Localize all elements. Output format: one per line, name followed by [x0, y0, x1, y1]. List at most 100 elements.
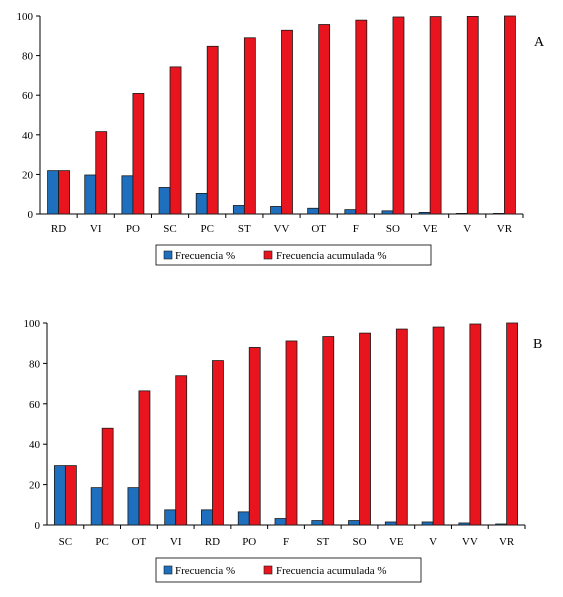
bar-frecuencia: [418, 212, 431, 215]
x-category-label: F: [283, 536, 289, 548]
bar-frecuencia-acumulada: [206, 45, 219, 215]
x-category-label: PO: [242, 536, 256, 548]
x-category-label: ST: [238, 223, 251, 235]
bar-frecuencia: [232, 205, 245, 215]
bar-frecuencia-acumulada: [504, 15, 516, 215]
x-category-label: RD: [51, 223, 66, 235]
bar-frecuencia: [495, 523, 508, 526]
y-tick-label: 0: [35, 520, 41, 532]
x-category-label: V: [429, 536, 437, 548]
y-tick-label: 60: [22, 90, 34, 102]
x-category-label: VI: [90, 223, 102, 235]
x-category-label: VE: [389, 536, 404, 548]
bar-frecuencia: [274, 518, 287, 526]
legend-box: [155, 557, 422, 583]
panel-label: A: [534, 35, 545, 50]
bar-frecuencia-acumulada: [355, 19, 368, 215]
bar-frecuencia: [381, 210, 394, 215]
bar-frecuencia: [493, 213, 505, 215]
bar-frecuencia: [47, 170, 59, 215]
x-category-label: F: [353, 223, 359, 235]
y-tick-label: 60: [29, 399, 41, 411]
y-tick-label: 100: [24, 318, 41, 330]
legend: Frecuencia % Frecuencia acumulada %: [155, 244, 432, 266]
bar-frecuencia-acumulada: [466, 15, 479, 215]
bar-frecuencia-acumulada: [132, 93, 145, 215]
y-tick-label: 40: [29, 439, 41, 451]
x-category-label: PC: [200, 223, 213, 235]
bar-frecuencia: [311, 520, 324, 526]
bar-frecuencia: [127, 487, 140, 526]
bar-frecuencia: [421, 521, 434, 526]
bar-frecuencia-acumulada: [281, 29, 293, 215]
y-tick-label: 40: [22, 130, 34, 142]
bar-frecuencia-acumulada: [138, 390, 151, 526]
chart-panel-a: 0 20 40 60 80 100 RD VI PO SC PC ST VV OT F SO VE V VR A Fre…: [17, 11, 545, 266]
legend-swatch-frecuencia: [163, 565, 173, 575]
bar-frecuencia-acumulada: [248, 347, 261, 526]
bar-frecuencia-acumulada: [469, 323, 482, 526]
y-tick-label: 20: [29, 480, 41, 492]
bar-frecuencia-acumulada: [101, 427, 114, 526]
x-category-label: PC: [95, 536, 108, 548]
x-category-label: PO: [126, 223, 140, 235]
bar-frecuencia: [344, 209, 357, 215]
bar-frecuencia: [84, 174, 97, 215]
legend-label-frecuencia-acumulada: Frecuencia acumulada %: [276, 250, 387, 262]
y-tick-label: 80: [22, 51, 34, 63]
bar-frecuencia-acumulada: [95, 131, 108, 215]
bar-frecuencia: [158, 187, 171, 215]
bar-frecuencia: [237, 511, 250, 526]
bar-frecuencia-acumulada: [243, 37, 256, 215]
y-tick-label: 100: [17, 11, 34, 23]
bar-frecuencia: [53, 465, 66, 526]
bar-frecuencia: [201, 509, 213, 526]
bar-frecuencia-acumulada: [285, 340, 298, 526]
bar-frecuencia-acumulada: [429, 16, 442, 215]
legend-swatch-frecuencia-acumulada: [263, 565, 273, 575]
legend-label-frecuencia: Frecuencia %: [175, 250, 235, 262]
bar-frecuencia-acumulada: [395, 328, 408, 526]
bar-frecuencia-acumulada: [64, 465, 77, 526]
x-category-label: SC: [59, 536, 72, 548]
x-category-label: SO: [386, 223, 400, 235]
bar-frecuencia: [307, 207, 320, 215]
y-tick-label: 80: [29, 358, 41, 370]
x-category-label: OT: [132, 536, 147, 548]
legend: Frecuencia % Frecuencia acumulada %: [155, 557, 422, 583]
x-category-label: VE: [423, 223, 438, 235]
x-category-label: SO: [353, 536, 367, 548]
panel-label: B: [533, 337, 542, 352]
bar-frecuencia-acumulada: [322, 336, 335, 526]
bar-frecuencia-acumulada: [318, 24, 331, 215]
bar-frecuencia-acumulada: [169, 66, 182, 215]
bar-frecuencia: [384, 521, 397, 526]
x-category-label: VV: [462, 536, 478, 548]
bar-frecuencia-acumulada: [175, 375, 188, 526]
bar-frecuencia-acumulada: [432, 326, 445, 526]
x-category-label: ST: [316, 536, 329, 548]
legend-label-frecuencia-acumulada: Frecuencia acumulada %: [276, 565, 387, 577]
bar-frecuencia: [455, 213, 468, 215]
bar-frecuencia: [348, 520, 360, 526]
x-category-label: VR: [497, 223, 513, 235]
y-tick-label: 20: [22, 169, 34, 181]
legend-swatch-frecuencia: [163, 250, 173, 260]
bar-frecuencia: [195, 193, 208, 215]
bar-frecuencia: [90, 487, 103, 526]
y-tick-label: 0: [28, 209, 34, 221]
bar-frecuencia-acumulada: [212, 360, 224, 526]
x-category-label: OT: [311, 223, 326, 235]
bar-frecuencia-acumulada: [58, 170, 70, 215]
x-category-label: VR: [499, 536, 515, 548]
x-category-label: SC: [163, 223, 176, 235]
legend-label-frecuencia: Frecuencia %: [175, 565, 235, 577]
bar-frecuencia: [164, 509, 177, 526]
x-category-label: V: [463, 223, 471, 235]
x-category-label: VI: [170, 536, 182, 548]
bar-frecuencia-acumulada: [506, 322, 519, 526]
x-category-label: VV: [274, 223, 290, 235]
legend-swatch-frecuencia-acumulada: [263, 250, 273, 260]
